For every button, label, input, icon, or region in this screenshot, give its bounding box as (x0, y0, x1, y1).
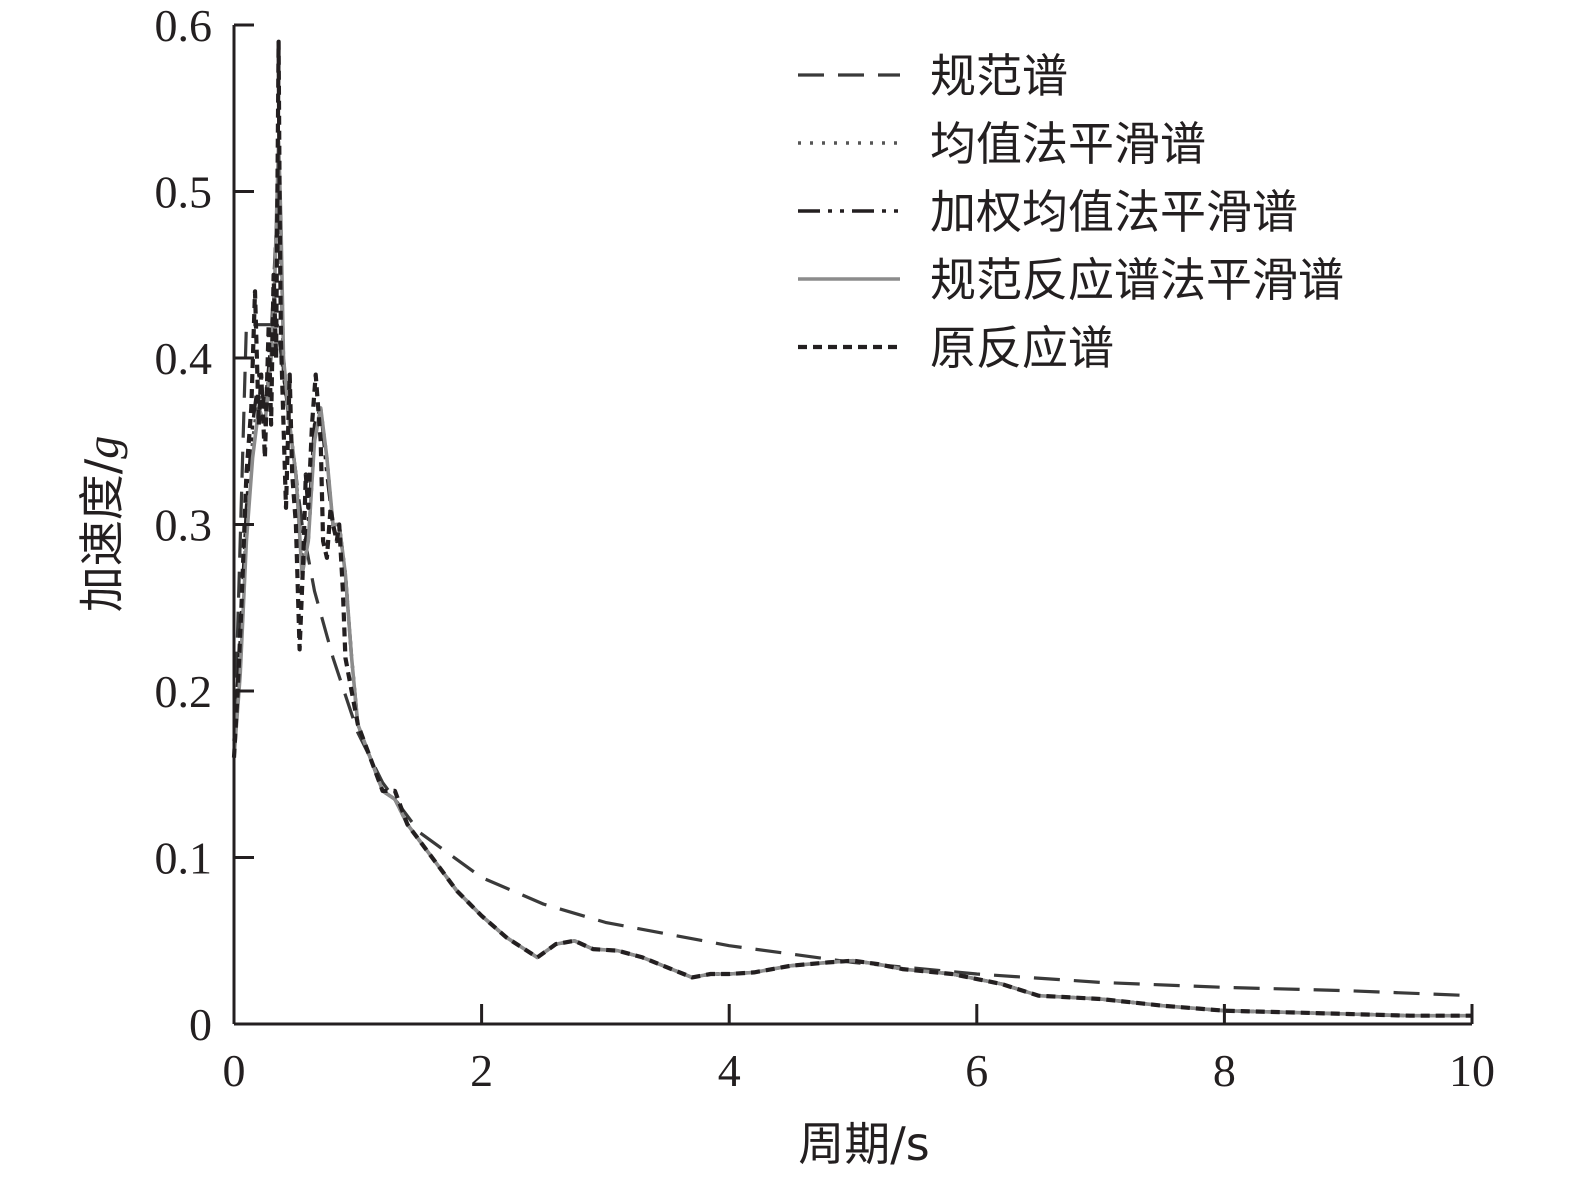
y-axis-title: 加速度/g (75, 436, 129, 613)
y-tick-label: 0.2 (155, 666, 213, 717)
x-axis-title: 周期/s (798, 1117, 929, 1171)
x-tick-label: 6 (965, 1045, 988, 1096)
x-tick-label: 0 (223, 1045, 246, 1096)
tick-marks-and-labels: 0 0.1 0.2 0.3 0.4 0.5 0.6 0 2 4 6 8 10 (155, 0, 1496, 1096)
y-axis-title-main: 加速度/ (75, 458, 129, 612)
series-line-5 (231, 39, 1472, 1018)
legend-label-5: 原反应谱 (930, 321, 1114, 375)
x-tick-label: 2 (470, 1045, 493, 1096)
series-line-1 (232, 323, 1473, 998)
y-tick-label: 0.4 (155, 333, 213, 384)
y-tick-label: 0.5 (155, 167, 213, 218)
x-tick-label: 10 (1449, 1045, 1495, 1096)
x-tick-label: 8 (1213, 1045, 1236, 1096)
y-tick-label: 0.6 (155, 0, 213, 51)
legend-label-2: 均值法平滑谱 (930, 117, 1206, 171)
y-axis-title-unit: g (77, 436, 128, 459)
y-tick-label: 0.3 (155, 500, 213, 551)
legend-label-3: 加权均值法平滑谱 (930, 185, 1298, 239)
legend-label-4: 规范反应谱法平滑谱 (930, 253, 1344, 307)
y-tick-label: 0 (189, 999, 212, 1050)
series-layer (231, 39, 1473, 1018)
axes (232, 25, 1472, 1026)
x-tick-label: 4 (718, 1045, 741, 1096)
legend-label-1: 规范谱 (930, 49, 1068, 103)
y-tick-label: 0.1 (155, 833, 213, 884)
